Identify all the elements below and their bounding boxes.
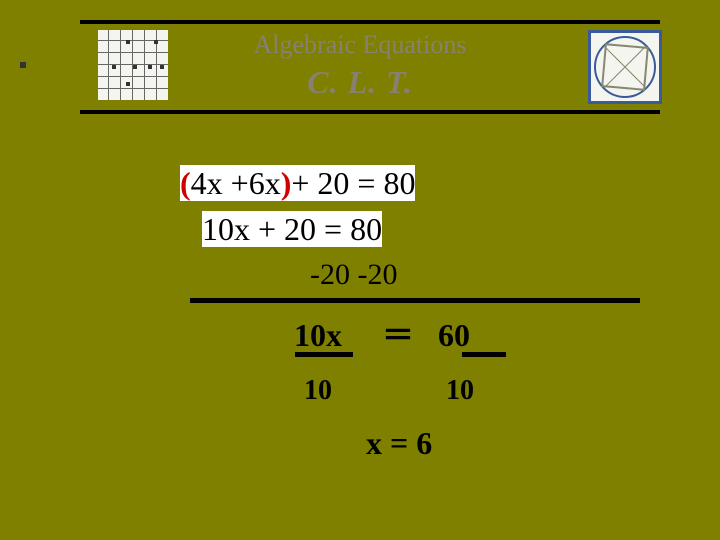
equation-rule [190, 298, 640, 303]
equation-line-1: (4x +6x)+ 20 = 80 [180, 165, 415, 201]
underline-right [462, 352, 506, 357]
equation-block: (4x +6x)+ 20 = 80 10x + 20 = 80 -20 -20 … [120, 160, 600, 466]
circle-square-graphic [588, 30, 662, 104]
equation-answer: x = 6 [366, 425, 432, 461]
eq1-inner: 4x +6x [191, 165, 281, 201]
eq4-left: 10x [294, 317, 342, 353]
underline-left [295, 352, 353, 357]
open-paren: ( [180, 165, 191, 201]
eq5-right: 10 [446, 375, 474, 406]
eq5-left: 10 [304, 375, 332, 406]
eq4-right: 60 [438, 317, 470, 353]
header-rule-top [80, 20, 660, 24]
header-rule-bottom [80, 110, 660, 114]
equation-line-3: -20 -20 [310, 258, 397, 291]
eq4-equals: ＝ [382, 312, 414, 358]
eq1-rest: + 20 = 80 [291, 165, 415, 201]
equation-line-2: 10x + 20 = 80 [202, 211, 382, 247]
close-paren: ) [281, 165, 292, 201]
